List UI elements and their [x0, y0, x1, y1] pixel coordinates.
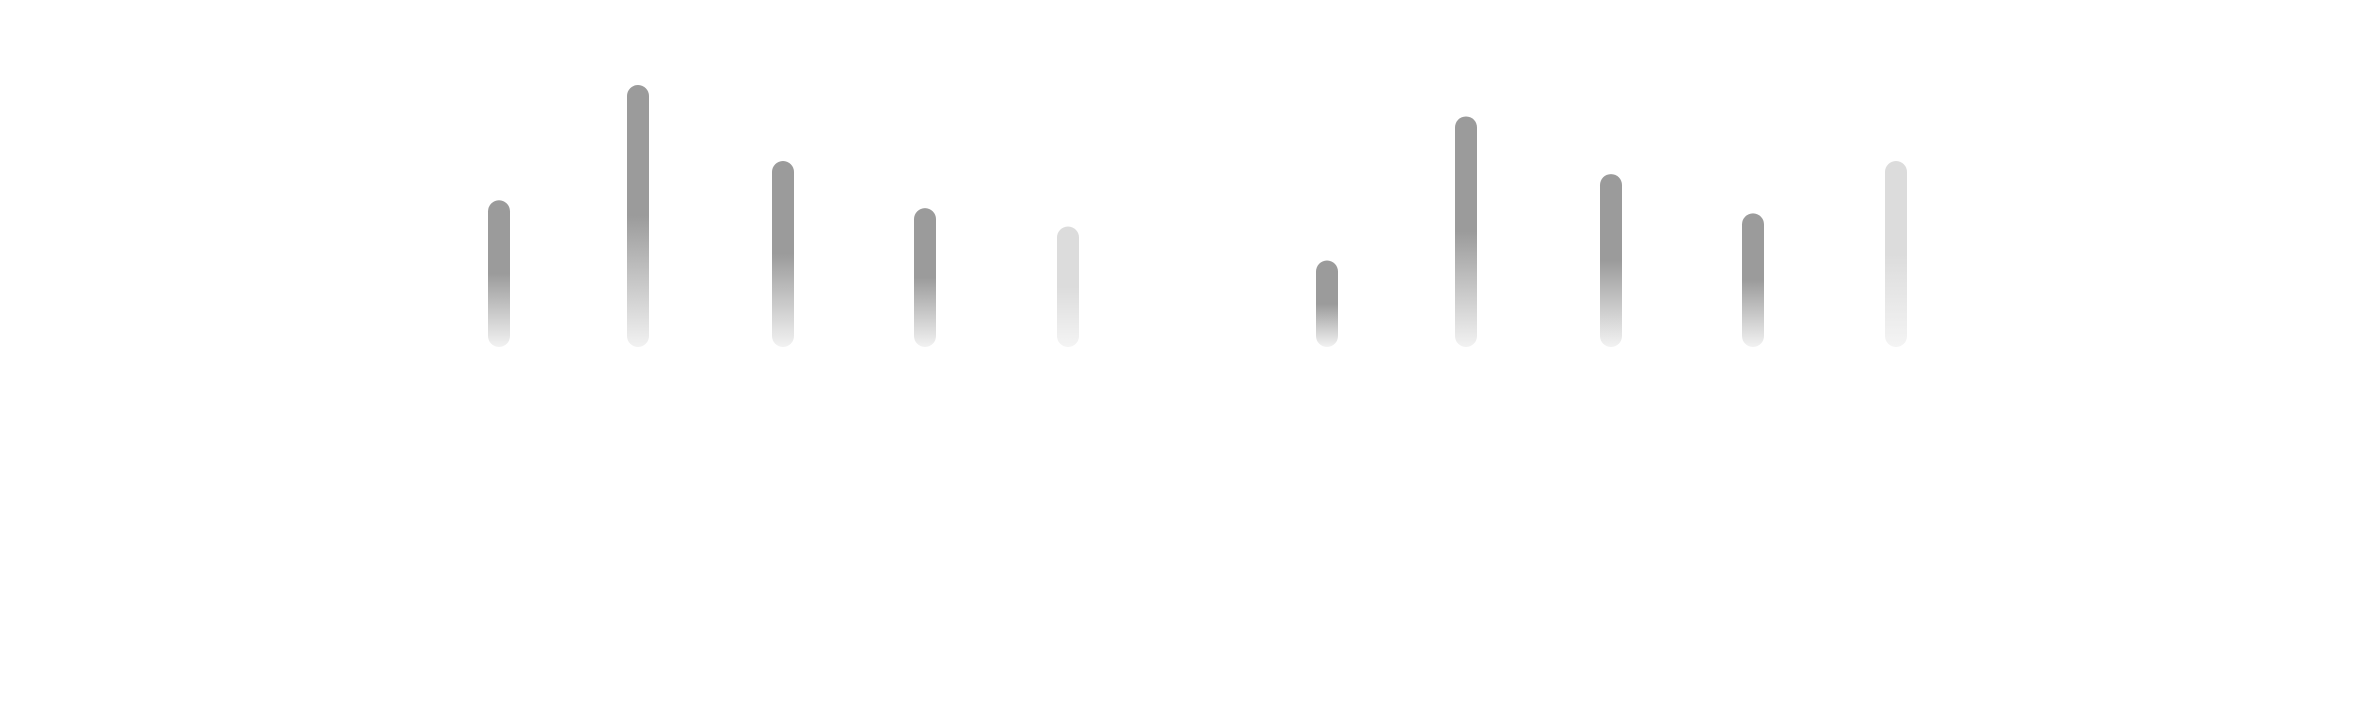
bar-4	[914, 208, 936, 347]
bar-group	[488, 85, 1079, 347]
bar-1	[488, 200, 510, 347]
bar-9	[1742, 213, 1764, 347]
bar-6	[1316, 260, 1338, 347]
bar-group	[1316, 116, 1907, 347]
bar-3	[772, 160, 794, 347]
bar-8	[1600, 174, 1622, 347]
bar-2	[627, 85, 649, 347]
bar-7	[1455, 116, 1477, 347]
bar-5	[1057, 226, 1079, 347]
bar-10	[1885, 160, 1907, 347]
bars-layer	[488, 85, 1907, 347]
